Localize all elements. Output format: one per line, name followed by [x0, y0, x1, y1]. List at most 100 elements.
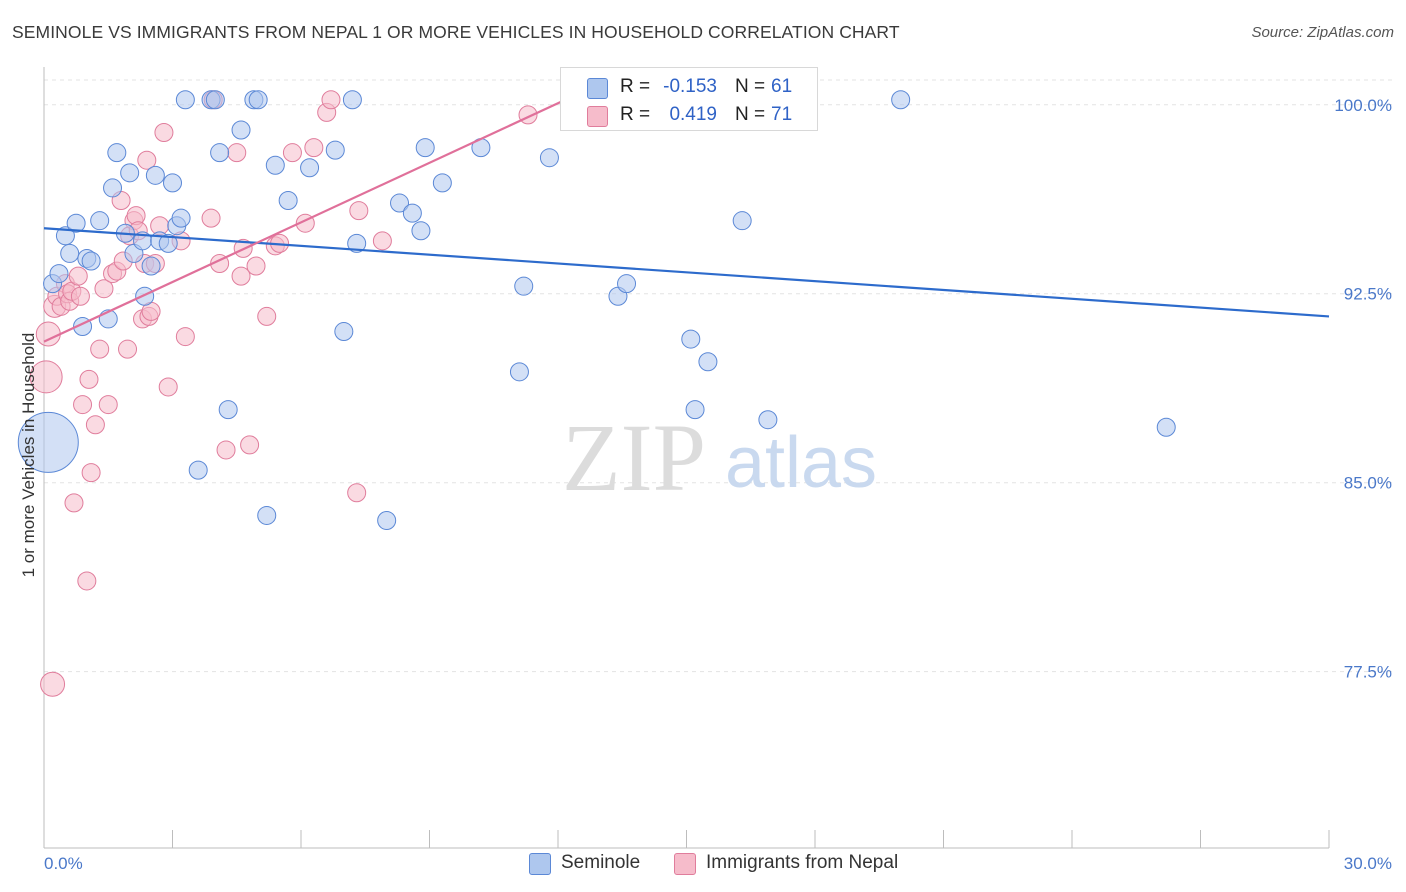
seminole-point: [60, 243, 80, 263]
y-tick-label: 77.5%: [1344, 663, 1392, 682]
legend-swatch-seminole: [529, 853, 551, 875]
seminole-point: [81, 251, 101, 271]
seminole-point: [188, 460, 208, 480]
seminole-point: [265, 155, 285, 175]
watermark-zip: ZIP: [562, 404, 706, 511]
seminole-point: [415, 138, 435, 158]
seminole-point: [163, 173, 182, 193]
seminole-point: [158, 233, 178, 253]
seminole-point: [539, 148, 559, 168]
seminole-point: [342, 90, 362, 110]
seminole-point: [334, 322, 354, 342]
seminole-point: [402, 203, 422, 223]
legend-swatch-nepal: [674, 853, 696, 875]
y-axis-label: 1 or more Vehicles in Household: [19, 333, 38, 578]
source-label: Source: ZipAtlas.com: [1251, 24, 1394, 41]
seminole-point: [685, 400, 705, 420]
legend-row-seminole: R = -0.153 N = 61: [561, 72, 817, 102]
nepal-point: [216, 440, 236, 460]
seminole-point: [509, 362, 529, 382]
seminole-point: [377, 510, 397, 530]
watermark-atlas: atlas: [725, 423, 877, 503]
legend-row-nepal: R = 0.419 N = 71: [561, 100, 817, 130]
nepal-point: [347, 483, 367, 503]
tick-labels: 100.0% 92.5% 85.0% 77.5%: [1334, 96, 1392, 682]
seminole-point: [758, 410, 778, 430]
nepal-point: [40, 671, 66, 697]
seminole-point: [300, 158, 320, 178]
seminole-point: [891, 90, 911, 110]
seminole-point: [49, 264, 69, 284]
seminole-point: [514, 276, 534, 296]
nepal-point: [29, 360, 63, 394]
nepal-point: [227, 143, 247, 163]
series-seminole-points: [17, 90, 1176, 530]
seminole-point: [681, 329, 701, 349]
legend-r-label: R =: [620, 104, 651, 125]
seminole-point: [432, 173, 452, 193]
y-tick-label: 92.5%: [1344, 285, 1392, 304]
stats-legend: R = -0.153 N = 61 R = 0.419 N = 71: [560, 67, 818, 131]
seminole-point: [141, 256, 161, 276]
seminole-point: [17, 411, 79, 473]
seminole-point: [107, 143, 127, 163]
gridlines: [44, 79, 1392, 673]
nepal-point: [231, 266, 251, 286]
legend-r-label: R =: [620, 76, 651, 97]
legend-label-nepal: Immigrants from Nepal: [706, 852, 899, 873]
chart-title: SEMINOLE VS IMMIGRANTS FROM NEPAL 1 OR M…: [12, 22, 900, 42]
nepal-point: [175, 327, 195, 347]
nepal-point: [137, 150, 157, 170]
nepal-point: [201, 208, 221, 228]
legend-n-label: N =: [735, 76, 766, 97]
y-tick-label: 85.0%: [1344, 474, 1392, 493]
seminole-point: [1156, 417, 1176, 437]
nepal-point: [98, 395, 118, 415]
seminole-point: [257, 505, 277, 525]
legend-swatch-seminole: [587, 78, 608, 99]
seminole-point: [411, 221, 431, 241]
nepal-point: [64, 493, 84, 513]
legend-r-value: -0.153: [663, 76, 717, 97]
trend-lines: [43, 96, 1330, 343]
seminole-point: [90, 211, 110, 231]
legend-label-seminole: Seminole: [561, 852, 641, 873]
watermark: ZIP atlas: [562, 404, 877, 511]
series-legend: Seminole Immigrants from Nepal: [0, 850, 1406, 880]
seminole-point: [175, 90, 195, 110]
seminole-point: [55, 226, 75, 246]
nepal-point: [77, 571, 97, 591]
nepal-point: [240, 435, 260, 455]
seminole-point: [347, 233, 367, 253]
nepal-point: [154, 123, 174, 143]
legend-n-value: 61: [771, 76, 793, 97]
nepal-point: [81, 463, 101, 483]
nepal-point: [372, 231, 392, 251]
seminole-point: [135, 286, 155, 306]
y-tick-label: 100.0%: [1334, 96, 1392, 115]
nepal-point: [349, 201, 369, 221]
nepal-point: [70, 286, 90, 306]
legend-n-value: 71: [771, 104, 793, 125]
seminole-point: [231, 120, 251, 140]
seminole-point: [390, 193, 410, 213]
legend-r-value: 0.419: [669, 104, 717, 125]
seminole-point: [171, 208, 191, 228]
nepal-point: [158, 377, 178, 397]
nepal-point: [304, 138, 324, 158]
nepal-point: [282, 143, 302, 163]
seminole-point: [732, 211, 752, 231]
nepal-point: [257, 306, 277, 326]
x-tick-right: 30.0%: [1344, 854, 1392, 873]
seminole-point: [145, 165, 165, 185]
nepal-point: [73, 395, 93, 415]
seminole-point: [248, 90, 268, 110]
seminole-point: [278, 191, 298, 211]
nepal-point: [90, 339, 110, 359]
nepal-point: [321, 90, 341, 110]
nepal-point: [94, 279, 114, 299]
seminole-point: [120, 163, 140, 183]
seminole-point: [698, 352, 718, 372]
trend-line-nepal: [43, 96, 572, 343]
